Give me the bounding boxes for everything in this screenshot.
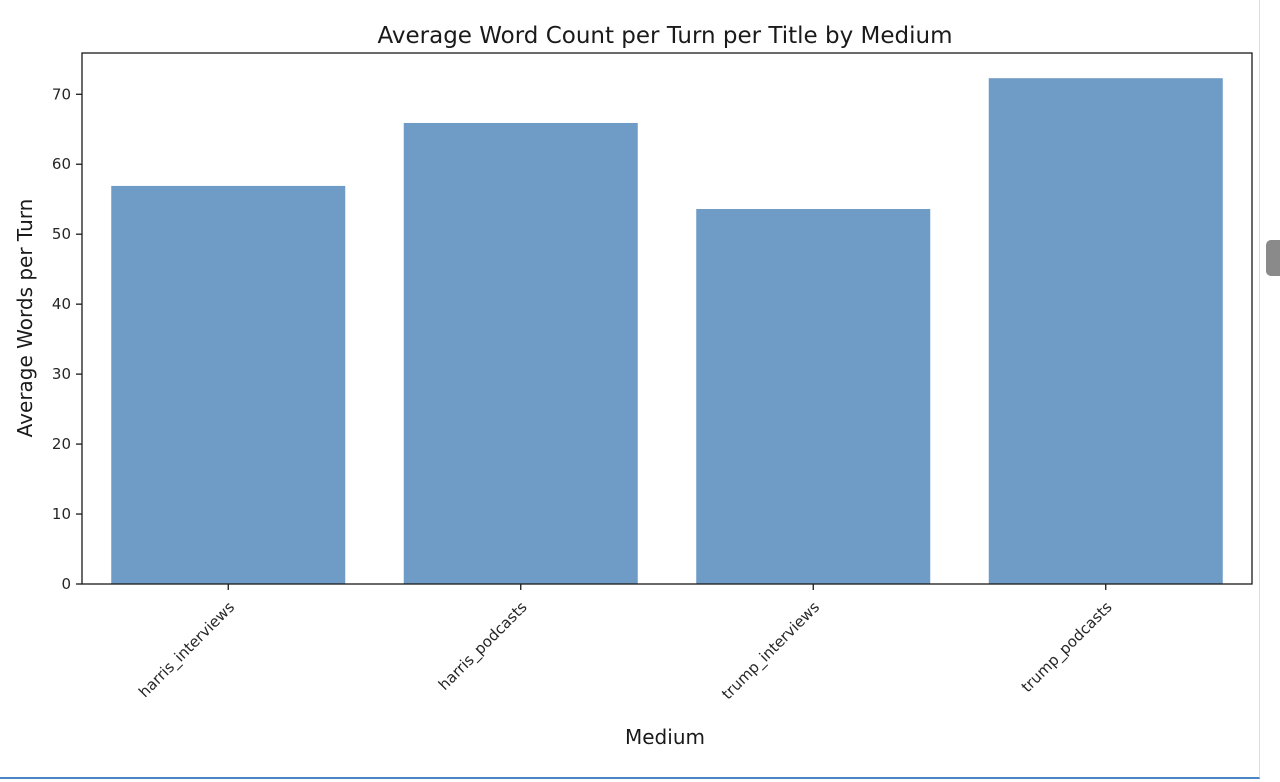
x-tick-label: trump_interviews (718, 598, 824, 704)
y-tick-label: 10 (52, 505, 71, 523)
bar-trump-podcasts (988, 78, 1223, 585)
y-tick-label: 30 (52, 365, 71, 383)
y-tick-label: 50 (52, 225, 71, 243)
bar-harris-interviews (111, 185, 346, 584)
plot-frame (81, 52, 1253, 585)
y-axis-label: Average Words per Turn (13, 199, 37, 438)
x-axis-label: Medium (625, 725, 705, 749)
scrollbar-handle[interactable] (1266, 240, 1280, 276)
y-tick-label: 0 (61, 575, 71, 593)
y-tick-label: 70 (52, 85, 71, 103)
x-axis: harris_interviews harris_podcasts trump_in… (135, 584, 1116, 704)
y-tick-label: 40 (52, 295, 71, 313)
bars-layer (111, 78, 1223, 585)
chart-title: Average Word Count per Turn per Title by… (378, 23, 953, 49)
y-axis: 0 10 20 30 40 50 60 70 (52, 85, 82, 593)
y-tick-label: 60 (52, 155, 71, 173)
y-tick-label: 20 (52, 435, 71, 453)
bar-harris-podcasts (403, 122, 638, 584)
x-tick-label: harris_podcasts (435, 598, 532, 695)
bar-chart: Average Word Count per Turn per Title by… (13, 23, 1253, 749)
x-tick-label: harris_interviews (135, 598, 239, 702)
bar-trump-interviews (696, 209, 931, 585)
x-tick-label: trump_podcasts (1018, 598, 1117, 697)
